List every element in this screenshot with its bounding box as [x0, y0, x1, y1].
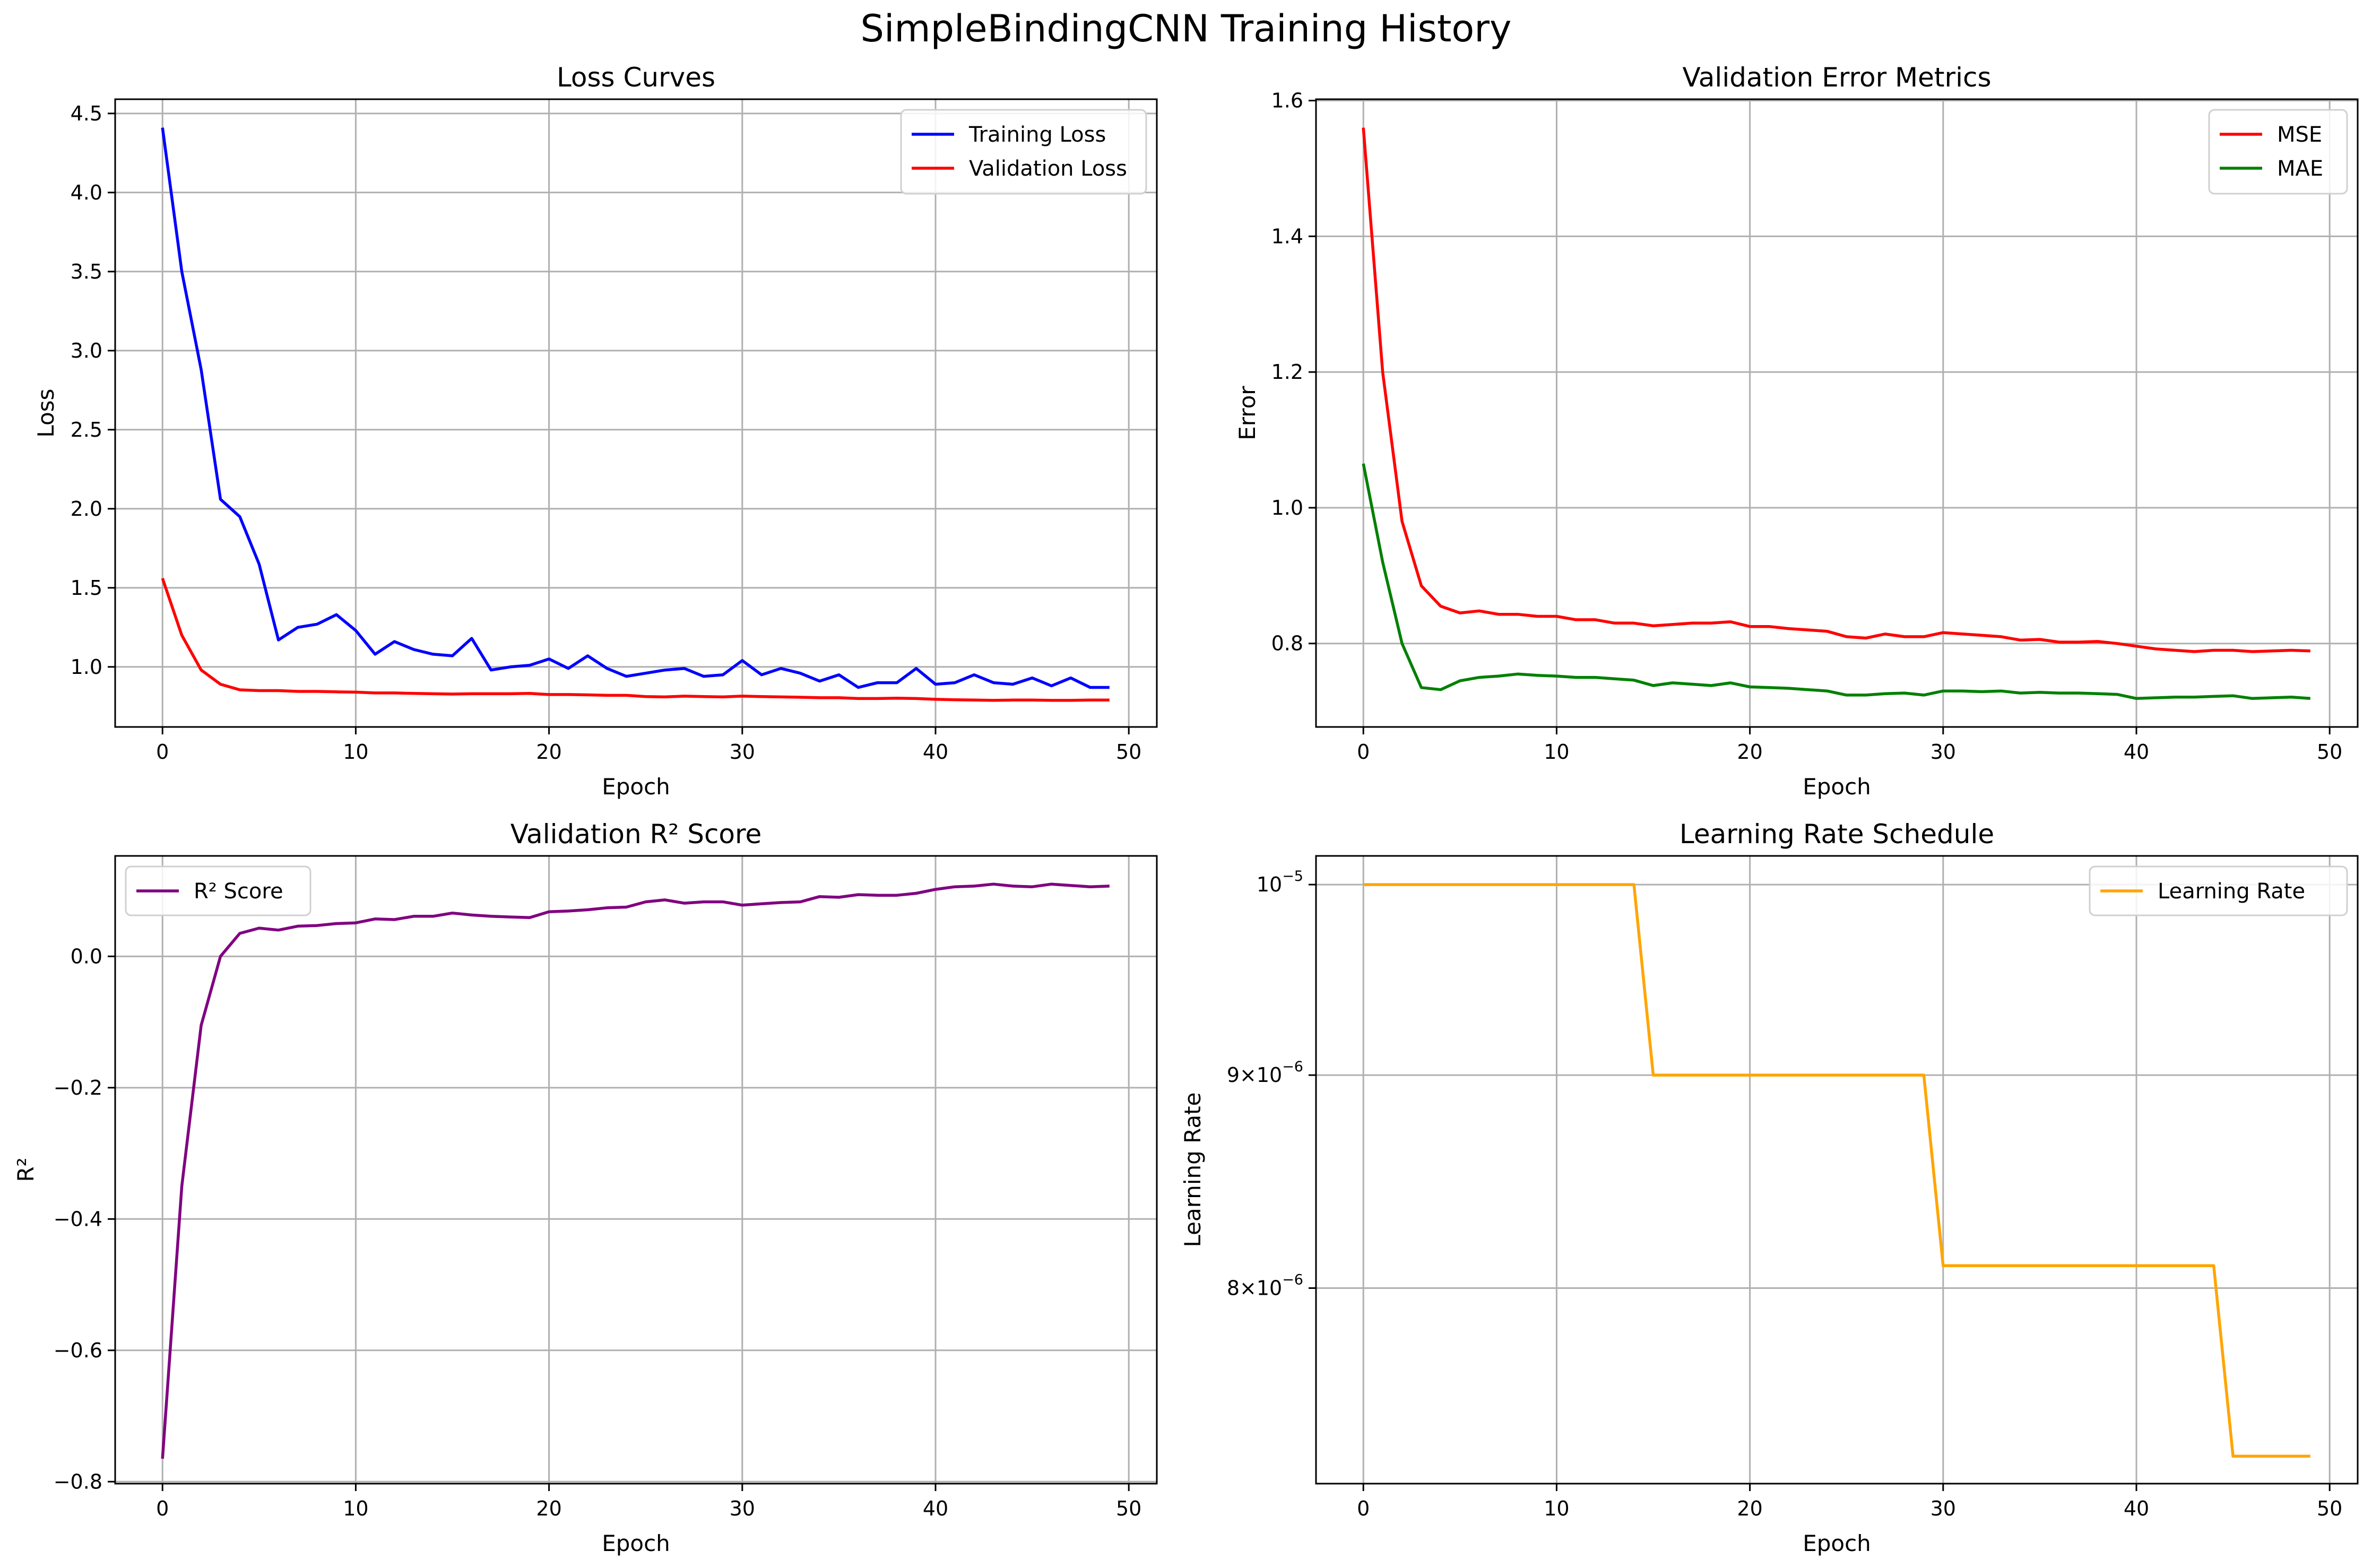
x-tick-label: 0: [156, 1497, 169, 1520]
x-tick-label: 50: [2317, 740, 2342, 764]
y-tick-label: 1.4: [1271, 224, 1303, 248]
y-tick-exponent: −6: [1282, 1059, 1303, 1075]
y-tick-mantissa: 8×10: [1227, 1276, 1282, 1300]
legend: Training Loss Validation Loss: [900, 109, 1147, 195]
x-axis-label: Epoch: [602, 1530, 670, 1556]
chart-loss-curves: 0 10 20 30 40 50 1.0 1.5 2.0 2.5 3.0 3.5 4.0 4.5 Loss …: [33, 62, 1158, 800]
legend-label-validation-loss: Validation Loss: [969, 157, 1127, 181]
legend: MSE MAE: [2208, 109, 2348, 195]
plot-frame: [114, 855, 1158, 1485]
grid-lines: [115, 856, 1157, 1484]
series-line-validation-loss: [161, 578, 1110, 702]
legend-label-learning-rate: Learning Rate: [2158, 879, 2305, 904]
chart-validation-r2-score: 0 10 20 30 40 50 −0.8 −0.6 −0.4 −0.2 0.0 Validation…: [13, 819, 1158, 1556]
x-tick-label: 50: [2317, 1497, 2342, 1520]
legend-label-mae: MAE: [2277, 157, 2323, 181]
x-tick-label: 10: [1544, 740, 1569, 764]
y-tick-label: 1.5: [71, 576, 102, 600]
y-tick-label: 2.0: [71, 497, 102, 521]
series-line-mse: [1362, 127, 2310, 653]
x-axis-label: Epoch: [1803, 774, 1871, 800]
y-tick-exponent: −6: [1282, 1271, 1303, 1288]
y-tick-label: 1.0: [1271, 496, 1303, 519]
x-tick-label: 20: [536, 1497, 561, 1520]
legend-box: [2208, 109, 2348, 195]
y-tick-mantissa: 10: [1257, 873, 1282, 896]
y-tick-label: −0.2: [54, 1076, 102, 1099]
panel-title: Learning Rate Schedule: [1680, 819, 1994, 850]
legend-box: [125, 865, 311, 916]
y-tick-label: 1.2: [1271, 360, 1303, 384]
legend-box: [900, 109, 1147, 195]
x-tick-label: 40: [923, 740, 948, 764]
y-tick-label: 9×10−6: [1227, 1059, 1303, 1087]
y-tick-label: 8×10−6: [1227, 1271, 1303, 1300]
x-tick-label: 10: [343, 740, 368, 764]
x-tick-label: 40: [2124, 740, 2149, 764]
x-tick-label: 30: [730, 1497, 755, 1520]
x-tick-label: 50: [1116, 1497, 1141, 1520]
x-tick-label: 30: [1931, 740, 1956, 764]
legend-box: [2089, 865, 2348, 916]
panel-title: Loss Curves: [557, 62, 715, 93]
y-tick-label: 4.0: [71, 181, 102, 204]
y-tick-label: 0.8: [1271, 632, 1303, 655]
series-line-training-loss: [161, 127, 1110, 689]
y-tick-label: 4.5: [71, 102, 102, 125]
y-tick-mantissa: 9×10: [1227, 1063, 1282, 1087]
y-tick-label: −0.4: [54, 1207, 102, 1231]
y-tick-label: 3.0: [71, 339, 102, 362]
y-tick-label: 3.5: [71, 260, 102, 283]
x-tick-label: 20: [1737, 740, 1762, 764]
y-tick-exponent: −5: [1282, 868, 1303, 885]
legend: R² Score: [125, 865, 311, 916]
y-tick-label: 1.0: [71, 655, 102, 679]
y-axis-label: Error: [1234, 386, 1260, 440]
y-tick-label: −0.6: [54, 1339, 102, 1362]
plot-frame: [1315, 855, 2359, 1485]
x-tick-label: 20: [536, 740, 561, 764]
y-tick-label: 2.5: [71, 418, 102, 441]
y-tick-label: 0.0: [71, 945, 102, 968]
legend-label-mse: MSE: [2277, 123, 2322, 147]
series-line-r2-score: [161, 882, 1110, 1459]
x-tick-label: 0: [156, 740, 169, 764]
series-line-mae: [1362, 463, 2310, 700]
legend-label-training-loss: Training Loss: [968, 123, 1106, 147]
plot-frame: [114, 98, 1158, 728]
series-line-learning-rate: [1363, 883, 2310, 1458]
x-axis-label: Epoch: [1803, 1530, 1871, 1556]
x-tick-label: 0: [1357, 740, 1370, 764]
y-axis-label: Learning Rate: [1180, 1093, 1206, 1248]
panel-title: Validation R² Score: [510, 819, 762, 850]
x-tick-label: 40: [2124, 1497, 2149, 1520]
figure-title: SimpleBindingCNN Training History: [861, 7, 1512, 50]
x-axis-label: Epoch: [602, 774, 670, 800]
plot-frame: [1315, 98, 2359, 728]
legend: Learning Rate: [2089, 865, 2348, 916]
grid-lines: [1316, 99, 2358, 727]
y-tick-label: 10−5: [1257, 868, 1303, 896]
y-axis-label: Loss: [33, 388, 59, 437]
x-tick-label: 0: [1357, 1497, 1370, 1520]
y-tick-label: 1.6: [1271, 89, 1303, 112]
y-tick-label: −0.8: [54, 1470, 102, 1493]
chart-panels: 0 10 20 30 40 50 1.0 1.5 2.0 2.5 3.0 3.5 4.0 4.5 Loss …: [13, 62, 2359, 1556]
legend-label-r2-score: R² Score: [194, 879, 283, 904]
x-tick-label: 10: [1544, 1497, 1569, 1520]
x-tick-label: 20: [1737, 1497, 1762, 1520]
x-tick-label: 10: [343, 1497, 368, 1520]
grid-lines: [115, 99, 1157, 727]
x-tick-label: 30: [1931, 1497, 1956, 1520]
y-axis-label: R²: [13, 1157, 39, 1182]
x-tick-label: 50: [1116, 740, 1141, 764]
x-tick-label: 30: [730, 740, 755, 764]
chart-validation-error-metrics: 0 10 20 30 40 50 0.8 1.0 1.2 1.4 1.6 Validation Err…: [1234, 62, 2359, 800]
panel-title: Validation Error Metrics: [1682, 62, 1991, 93]
x-tick-label: 40: [923, 1497, 948, 1520]
